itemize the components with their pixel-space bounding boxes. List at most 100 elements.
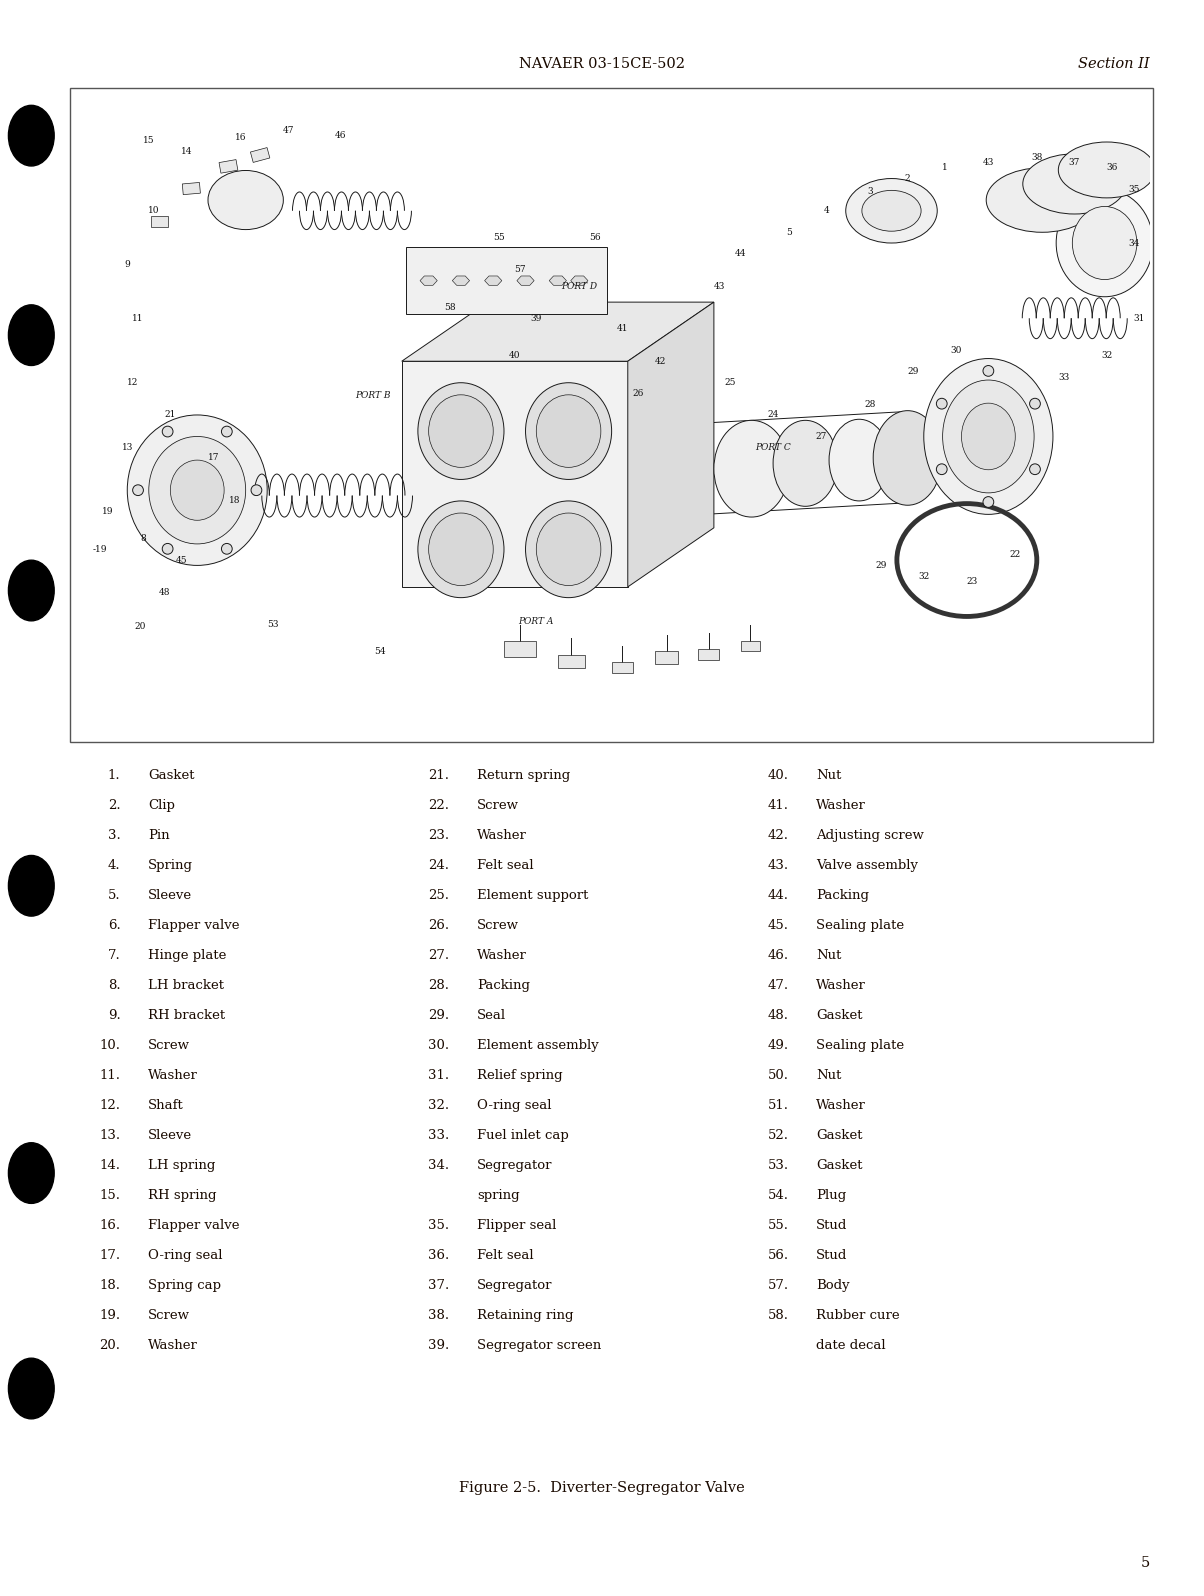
Text: Return spring: Return spring bbox=[477, 769, 569, 782]
Text: Relief spring: Relief spring bbox=[477, 1069, 562, 1082]
Text: Screw: Screw bbox=[477, 919, 519, 932]
Text: 26: 26 bbox=[633, 389, 644, 397]
Text: 7.: 7. bbox=[107, 950, 120, 962]
Text: RH spring: RH spring bbox=[148, 1189, 217, 1202]
Text: 1.: 1. bbox=[108, 769, 120, 782]
Text: Adjusting screw: Adjusting screw bbox=[816, 830, 925, 843]
Text: Stud: Stud bbox=[816, 1219, 848, 1232]
Ellipse shape bbox=[714, 420, 790, 517]
Text: 24: 24 bbox=[767, 410, 779, 420]
Text: 3: 3 bbox=[867, 187, 873, 196]
Text: 12.: 12. bbox=[100, 1100, 120, 1112]
Circle shape bbox=[937, 399, 948, 409]
Text: 43.: 43. bbox=[767, 859, 789, 873]
Text: 2: 2 bbox=[905, 174, 910, 184]
Circle shape bbox=[222, 544, 232, 554]
Text: Flapper valve: Flapper valve bbox=[148, 919, 240, 932]
Circle shape bbox=[937, 464, 948, 474]
Polygon shape bbox=[517, 276, 535, 286]
Text: Figure 2-5.  Diverter-Segregator Valve: Figure 2-5. Diverter-Segregator Valve bbox=[459, 1481, 745, 1495]
Ellipse shape bbox=[773, 420, 838, 506]
Text: 12: 12 bbox=[126, 378, 138, 388]
Text: 15: 15 bbox=[143, 136, 154, 145]
Polygon shape bbox=[485, 276, 502, 286]
Text: Washer: Washer bbox=[477, 830, 526, 843]
Polygon shape bbox=[571, 276, 588, 286]
Text: 36.: 36. bbox=[427, 1250, 449, 1262]
Ellipse shape bbox=[962, 404, 1015, 469]
Ellipse shape bbox=[845, 179, 937, 243]
Text: 41: 41 bbox=[616, 324, 628, 334]
Text: 39: 39 bbox=[531, 314, 542, 322]
Text: 22.: 22. bbox=[429, 800, 449, 812]
Text: 35.: 35. bbox=[427, 1219, 449, 1232]
Text: 30.: 30. bbox=[427, 1039, 449, 1052]
Circle shape bbox=[8, 105, 54, 166]
Ellipse shape bbox=[170, 460, 224, 520]
Text: 23: 23 bbox=[967, 578, 978, 586]
Text: 21.: 21. bbox=[429, 769, 449, 782]
Text: 32: 32 bbox=[1102, 351, 1112, 361]
Text: PORT D: PORT D bbox=[561, 281, 597, 290]
Text: 4: 4 bbox=[824, 206, 830, 215]
Text: 18: 18 bbox=[229, 496, 241, 506]
Text: Gasket: Gasket bbox=[148, 769, 195, 782]
Bar bbox=[740, 640, 760, 651]
Text: 18.: 18. bbox=[100, 1280, 120, 1293]
Text: 19.: 19. bbox=[99, 1309, 120, 1323]
Text: O-ring seal: O-ring seal bbox=[148, 1250, 223, 1262]
Text: Rubber cure: Rubber cure bbox=[816, 1309, 899, 1323]
Text: 25.: 25. bbox=[429, 889, 449, 902]
Bar bbox=[655, 651, 678, 664]
Text: 16.: 16. bbox=[99, 1219, 120, 1232]
Text: Element assembly: Element assembly bbox=[477, 1039, 598, 1052]
Ellipse shape bbox=[429, 394, 494, 468]
Text: 23.: 23. bbox=[427, 830, 449, 843]
Text: 24.: 24. bbox=[429, 859, 449, 873]
Text: Washer: Washer bbox=[816, 800, 866, 812]
Text: 42: 42 bbox=[655, 358, 666, 365]
Text: Nut: Nut bbox=[816, 769, 842, 782]
Text: 44: 44 bbox=[736, 249, 746, 259]
Bar bbox=[504, 640, 536, 658]
Text: 11: 11 bbox=[132, 314, 143, 322]
Circle shape bbox=[8, 855, 54, 916]
Ellipse shape bbox=[1056, 190, 1153, 297]
Text: 13.: 13. bbox=[99, 1130, 120, 1143]
Ellipse shape bbox=[208, 171, 283, 230]
Text: 14: 14 bbox=[181, 147, 193, 156]
Text: 15.: 15. bbox=[100, 1189, 120, 1202]
Text: Washer: Washer bbox=[816, 980, 866, 993]
Text: 58: 58 bbox=[444, 303, 456, 311]
Bar bbox=[150, 215, 169, 227]
Text: spring: spring bbox=[477, 1189, 519, 1202]
Text: Clip: Clip bbox=[148, 800, 175, 812]
Text: Sleeve: Sleeve bbox=[148, 889, 193, 902]
Text: -19: -19 bbox=[93, 544, 107, 554]
Text: 56: 56 bbox=[590, 233, 601, 243]
Text: 17.: 17. bbox=[99, 1250, 120, 1262]
Text: 11.: 11. bbox=[100, 1069, 120, 1082]
Circle shape bbox=[1029, 464, 1040, 474]
Text: Gasket: Gasket bbox=[816, 1009, 863, 1023]
Text: 9: 9 bbox=[124, 260, 130, 270]
Text: 9.: 9. bbox=[107, 1009, 120, 1023]
Text: 55: 55 bbox=[492, 233, 504, 243]
Text: 58.: 58. bbox=[768, 1309, 789, 1323]
Text: 49.: 49. bbox=[767, 1039, 789, 1052]
Ellipse shape bbox=[429, 512, 494, 586]
Text: 17: 17 bbox=[207, 453, 219, 463]
Text: 56.: 56. bbox=[767, 1250, 789, 1262]
Text: 25: 25 bbox=[725, 378, 736, 388]
Text: 30: 30 bbox=[950, 346, 962, 354]
Text: Packing: Packing bbox=[816, 889, 869, 902]
Text: Packing: Packing bbox=[477, 980, 530, 993]
Text: 13: 13 bbox=[122, 442, 132, 452]
Text: 45: 45 bbox=[176, 555, 187, 565]
Text: Spring: Spring bbox=[148, 859, 193, 873]
Text: 53.: 53. bbox=[767, 1159, 789, 1173]
Circle shape bbox=[1029, 399, 1040, 409]
Text: Washer: Washer bbox=[477, 950, 526, 962]
Text: 45.: 45. bbox=[768, 919, 789, 932]
Text: Retaining ring: Retaining ring bbox=[477, 1309, 573, 1323]
